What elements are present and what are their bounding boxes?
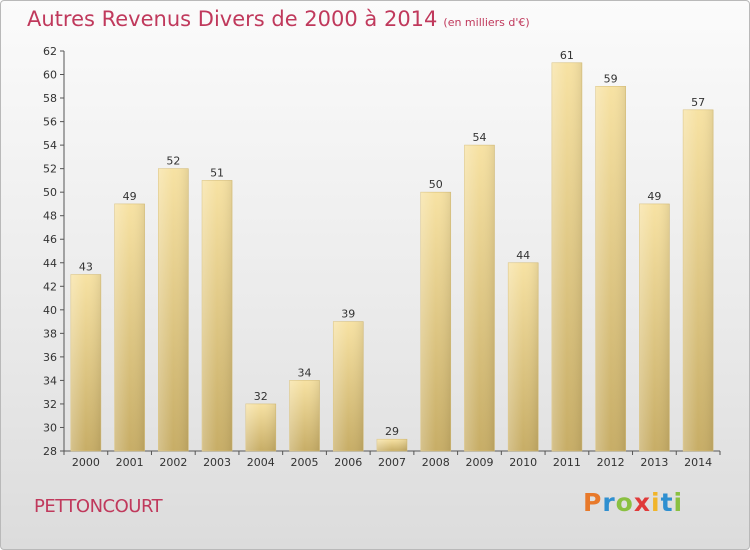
y-tick-label: 52 (43, 163, 57, 176)
bar-value-label: 43 (79, 261, 93, 274)
y-tick-label: 44 (43, 257, 57, 270)
y-tick-label: 62 (43, 45, 57, 58)
bar-value-label: 29 (385, 425, 399, 438)
bar-shading (595, 86, 626, 451)
bar-value-label: 49 (123, 190, 137, 203)
bar-value-label: 52 (166, 155, 180, 168)
bar-shading (245, 403, 276, 451)
bar-shading (639, 203, 670, 451)
chart-subtitle: (en milliers d'€) (443, 16, 530, 29)
bar-shading (202, 180, 233, 452)
y-tick-label: 46 (43, 233, 57, 246)
x-tick-label: 2009 (465, 456, 493, 469)
y-tick-label: 58 (43, 92, 57, 105)
x-tick-label: 2006 (334, 456, 362, 469)
bar-shading (158, 168, 189, 451)
chart-bars (70, 62, 714, 452)
bar-shading (683, 109, 714, 451)
bar-shading (114, 203, 145, 451)
bar-shading (289, 380, 320, 451)
y-tick-label: 48 (43, 210, 57, 223)
bar-shading (551, 62, 582, 451)
bar-value-label: 49 (647, 190, 661, 203)
commune-name: PETTONCOURT (34, 496, 163, 517)
bar-value-label: 57 (691, 96, 705, 109)
bar-shading (377, 439, 407, 451)
bar-shading (464, 145, 495, 451)
x-tick-label: 2008 (422, 456, 450, 469)
y-tick-label: 42 (43, 280, 57, 293)
chart-axes: 28 30 32 34 36 38 40 42 44 46 48 50 52 54 56 58 60 62 2000… (43, 45, 721, 469)
y-tick-label: 56 (43, 116, 57, 129)
bar-shading (420, 192, 451, 452)
logo-letter: i (673, 488, 684, 517)
bar-value-label: 39 (341, 308, 355, 321)
bar-value-label: 59 (604, 72, 618, 85)
y-tick-label: 32 (43, 398, 57, 411)
bar-shading (70, 274, 101, 451)
bar-value-label: 50 (429, 178, 443, 191)
y-tick-label: 38 (43, 327, 57, 340)
x-tick-label: 2007 (378, 456, 406, 469)
y-tick-label: 60 (43, 69, 57, 82)
x-tick-label: 2014 (684, 456, 712, 469)
y-tick-label: 30 (43, 421, 57, 434)
logo-letter: r (602, 488, 616, 517)
y-tick-label: 50 (43, 186, 57, 199)
chart-title: Autres Revenus Divers de 2000 à 2014 (en … (27, 7, 530, 31)
x-tick-label: 2003 (203, 456, 231, 469)
bar-shading (333, 321, 364, 451)
x-tick-label: 2004 (247, 456, 275, 469)
bar-value-label: 44 (516, 249, 530, 262)
bar-value-label: 32 (254, 390, 268, 403)
logo-letter: o (615, 488, 634, 517)
x-tick-label: 2005 (291, 456, 319, 469)
bar-value-label: 61 (560, 49, 574, 62)
x-tick-label: 2013 (640, 456, 668, 469)
bar-value-label: 51 (210, 166, 224, 179)
bar-shading (508, 262, 539, 451)
chart-title-text: Autres Revenus Divers de 2000 à 2014 (27, 7, 438, 31)
bar-value-label: 54 (472, 131, 486, 144)
x-tick-label: 2012 (597, 456, 625, 469)
logo-letter: i (651, 488, 661, 517)
x-tick-label: 2010 (509, 456, 537, 469)
logo-letter: t (660, 488, 674, 517)
logo-letter: P (583, 488, 603, 517)
y-tick-label: 40 (43, 304, 57, 317)
y-tick-label: 54 (43, 139, 57, 152)
bar-value-label: 34 (298, 366, 312, 379)
y-tick-label: 28 (43, 445, 57, 458)
x-tick-label: 2002 (159, 456, 187, 469)
proxiti-logo[interactable]: Proxiti (583, 488, 683, 517)
chart-value-labels: 43 49 52 51 32 34 39 29 50 54 44 61 59 49 57 (79, 49, 705, 438)
x-tick-label: 2001 (116, 456, 144, 469)
logo-letter: x (633, 488, 651, 517)
y-tick-label: 34 (43, 374, 57, 387)
x-tick-label: 2011 (553, 456, 581, 469)
y-tick-label: 36 (43, 351, 57, 364)
x-tick-label: 2000 (72, 456, 100, 469)
